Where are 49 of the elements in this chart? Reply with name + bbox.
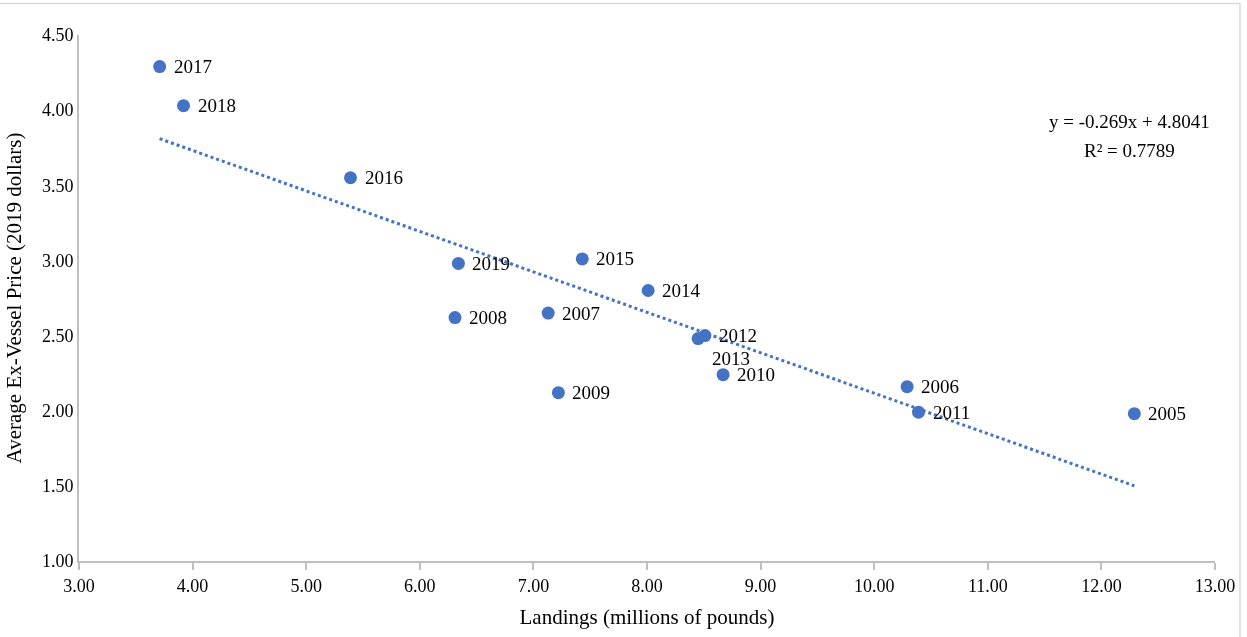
annotation: 2016 [365,167,403,188]
y-tick-label: 2.50 [41,325,74,346]
x-tick-label: 13.00 [1194,575,1236,596]
point [1127,407,1141,421]
point [691,332,705,346]
y-tick-label: 3.00 [41,250,74,271]
annotation: 2015 [596,248,634,269]
point [575,252,589,266]
annotation: 2007 [562,303,600,324]
annotation: 2006 [921,376,959,397]
annotation: 2008 [469,307,507,328]
x-tick-label: 10.00 [853,575,895,596]
x-tick-label: 8.00 [631,575,663,596]
x-tick-label: 3.00 [63,575,95,596]
point [541,306,555,320]
annotation: 2005 [1148,403,1186,424]
annotation: 2014 [662,280,701,301]
y-tick-label: 4.50 [41,25,74,46]
y-tick-label: 3.50 [41,175,74,196]
y-tick-label: 1.50 [41,476,74,497]
annotation: 2017 [174,56,212,77]
annotation: 2011 [933,402,971,423]
x-axis-title: Landings (millions of pounds) [519,605,775,630]
x-tick-label: 4.00 [176,575,209,596]
x-tick-label: 6.00 [404,575,436,596]
point [716,368,730,382]
point [177,99,191,113]
point [153,60,167,74]
annotation: y = -0.269x + 4.8041 [1049,111,1210,132]
x-tick-label: 5.00 [290,575,322,596]
annotation: 2018 [198,95,236,116]
point [551,386,565,400]
y-axis-title: Average Ex-Vessel Price (2019 dollars) [1,132,26,464]
point [344,171,357,185]
point [900,380,914,394]
point [448,311,462,325]
x-tick-label: 11.00 [967,575,1008,596]
annotation: 2009 [572,382,610,403]
y-tick-label: 4.00 [41,100,74,121]
x-tick-label: 7.00 [517,575,550,596]
annotation: 2012 [719,325,757,346]
y-tick-label: 1.00 [41,551,74,572]
point [451,256,465,270]
annotation: 2019 [472,253,510,274]
x-tick-label: 9.00 [744,575,777,596]
x-tick-label: 12.00 [1081,575,1122,596]
y-tick-label: 2.00 [41,401,74,422]
point [641,283,655,297]
annotation: R² = 0.7789 [1084,140,1175,161]
